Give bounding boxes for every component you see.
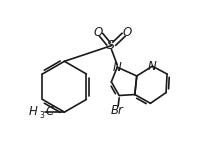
Text: N: N bbox=[113, 61, 122, 74]
Text: O: O bbox=[122, 26, 132, 40]
Text: 3: 3 bbox=[40, 111, 44, 120]
Text: O: O bbox=[93, 26, 102, 40]
Text: H: H bbox=[29, 105, 38, 118]
Text: N: N bbox=[148, 60, 157, 73]
Text: S: S bbox=[107, 39, 115, 52]
Text: C: C bbox=[46, 105, 54, 118]
Text: Br: Br bbox=[111, 104, 124, 117]
